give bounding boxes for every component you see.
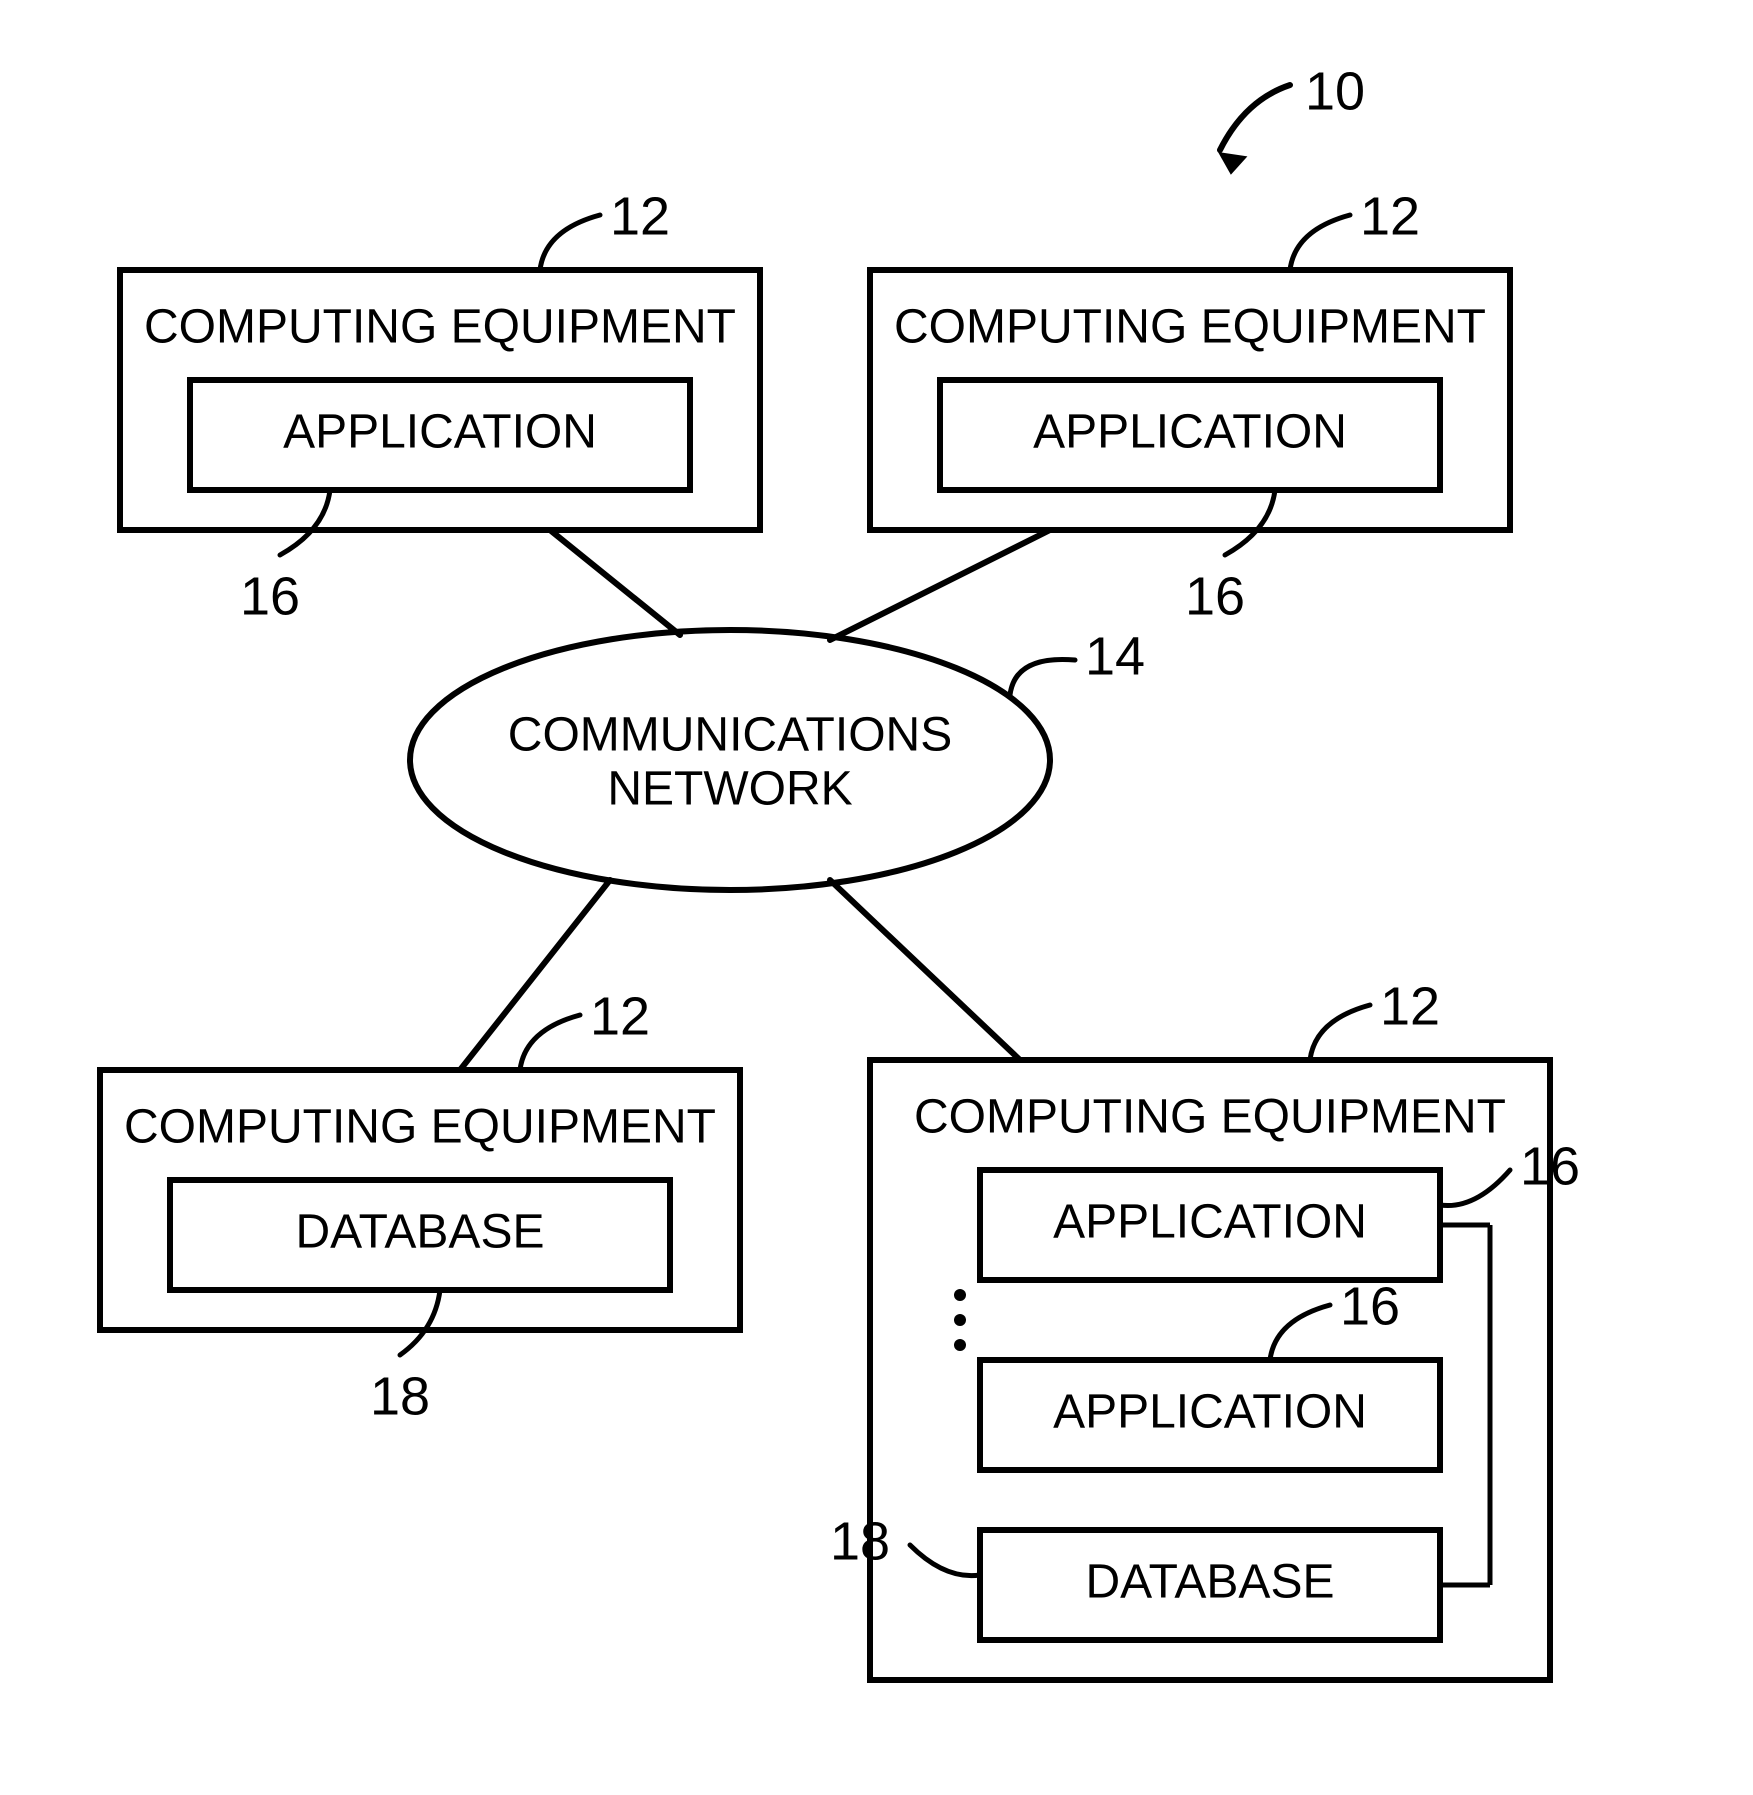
ce_tl-leader (540, 215, 600, 270)
app_br_1-refnum: 16 (1520, 1136, 1580, 1196)
db_br-label: DATABASE (1086, 1556, 1335, 1609)
figure-ref-arrowhead (1211, 143, 1247, 177)
ce_bl-leader (520, 1015, 580, 1070)
app_br_1-label: APPLICATION (1053, 1196, 1367, 1249)
network-leader (1010, 659, 1075, 695)
figure-ref-num: 10 (1305, 61, 1365, 121)
diagram-canvas: COMPUTING EQUIPMENT 12 APPLICATION 16 COMPUT… (0, 0, 1753, 1795)
ce_br-leader (1310, 1005, 1370, 1060)
network-label: NETWORK (607, 763, 852, 816)
edge (830, 530, 1050, 640)
ce_tl-label: COMPUTING EQUIPMENT (144, 301, 736, 354)
ce_bl-refnum: 12 (590, 986, 650, 1046)
edge (550, 530, 680, 635)
app_tr-leader (1225, 490, 1275, 555)
vdots (954, 1339, 966, 1351)
db_bl-leader (400, 1290, 440, 1355)
app_br_2-refnum: 16 (1340, 1276, 1400, 1336)
vdots (954, 1314, 966, 1326)
app_br_2-leader (1270, 1305, 1330, 1360)
app_tl-leader (280, 490, 330, 555)
db_br-leader (910, 1545, 980, 1576)
db_bl-refnum: 18 (370, 1366, 430, 1426)
ce_bl-label: COMPUTING EQUIPMENT (124, 1101, 716, 1154)
app_tl-refnum: 16 (240, 566, 300, 626)
db_br-refnum: 18 (830, 1511, 890, 1571)
app_tl-label: APPLICATION (283, 406, 597, 459)
vdots (954, 1289, 966, 1301)
ce_tr-leader (1290, 215, 1350, 270)
app_br_2-label: APPLICATION (1053, 1386, 1367, 1439)
edge (830, 880, 1020, 1060)
app_br_1-leader (1440, 1170, 1510, 1206)
app_tr-refnum: 16 (1185, 566, 1245, 626)
ce_tr-refnum: 12 (1360, 186, 1420, 246)
ce_br-refnum: 12 (1380, 976, 1440, 1036)
db_bl-label: DATABASE (296, 1206, 545, 1259)
network-refnum: 14 (1085, 626, 1145, 686)
figure-ref-arrow (1220, 85, 1290, 150)
app_tr-label: APPLICATION (1033, 406, 1347, 459)
ce_br-label: COMPUTING EQUIPMENT (914, 1091, 1506, 1144)
network-label: COMMUNICATIONS (508, 709, 952, 762)
ce_tl-refnum: 12 (610, 186, 670, 246)
ce_tr-label: COMPUTING EQUIPMENT (894, 301, 1486, 354)
